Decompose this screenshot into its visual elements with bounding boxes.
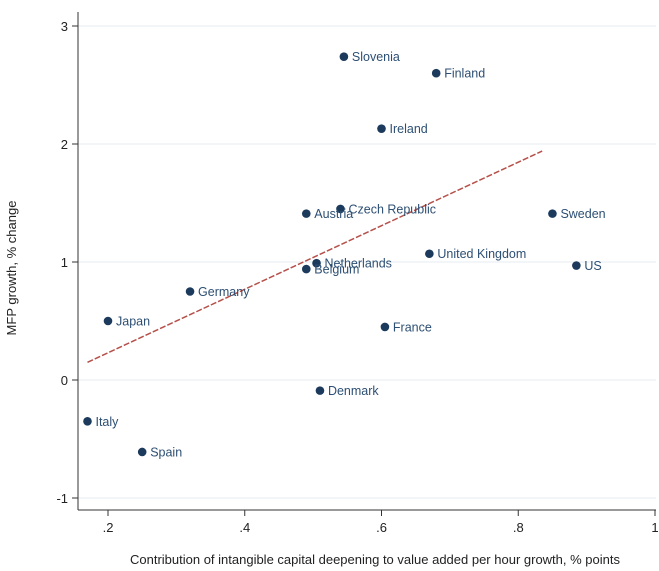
data-points <box>83 52 581 457</box>
point-label: United Kingdom <box>437 247 526 261</box>
y-axis-title: MFP growth, % change <box>4 201 19 336</box>
data-point <box>380 322 390 332</box>
x-tick-label: .4 <box>239 520 250 535</box>
point-label: Finland <box>444 67 485 81</box>
data-point <box>103 316 113 326</box>
point-label: Denmark <box>328 384 379 398</box>
point-label: Italy <box>95 415 119 429</box>
point-labels: Slovenia Finland Ireland Czech RepublicAust… <box>95 50 605 459</box>
data-point <box>548 209 557 218</box>
fit-line-layer <box>87 150 543 363</box>
point-label: France <box>393 320 432 334</box>
point-label: Japan <box>116 315 150 329</box>
point-label: Ireland <box>390 122 428 136</box>
data-point <box>185 287 195 296</box>
data-point <box>137 447 147 457</box>
data-point <box>301 264 311 274</box>
point-label: US <box>584 259 601 273</box>
point-label: Spain <box>150 445 182 459</box>
data-point <box>339 52 349 61</box>
x-tick-label: .8 <box>513 520 524 535</box>
data-point <box>312 258 321 268</box>
x-tick-label: .2 <box>103 520 114 535</box>
grid-lines <box>78 25 656 499</box>
point-label: Sweden <box>560 207 605 221</box>
data-point <box>301 209 311 218</box>
point-label: Austria <box>314 207 353 221</box>
data-point <box>83 417 92 426</box>
data-point <box>377 124 386 133</box>
y-tick-label: 2 <box>61 137 68 152</box>
point-label: Slovenia <box>352 50 400 64</box>
y-tick-label: 3 <box>61 19 68 34</box>
point-label: Netherlands <box>325 257 392 271</box>
y-tick-label: 0 <box>61 373 68 388</box>
point-label: Czech Republic <box>348 202 436 216</box>
axes: -1 0 1 2 3 .2 .4 .6 .8 1 <box>56 12 659 535</box>
x-tick-label: .6 <box>376 520 387 535</box>
x-axis-title: Contribution of intangible capital deepe… <box>130 552 621 567</box>
point-label: Belgium <box>314 263 359 277</box>
data-point <box>431 68 441 78</box>
data-point <box>336 204 345 214</box>
data-point <box>572 261 581 270</box>
y-tick-label: -1 <box>56 491 68 506</box>
point-label: Germany <box>198 285 250 299</box>
data-point <box>315 386 325 395</box>
x-tick-label: 1 <box>651 520 658 535</box>
y-tick-label: 1 <box>61 255 68 270</box>
fit-line <box>87 150 543 363</box>
data-point <box>425 249 434 259</box>
